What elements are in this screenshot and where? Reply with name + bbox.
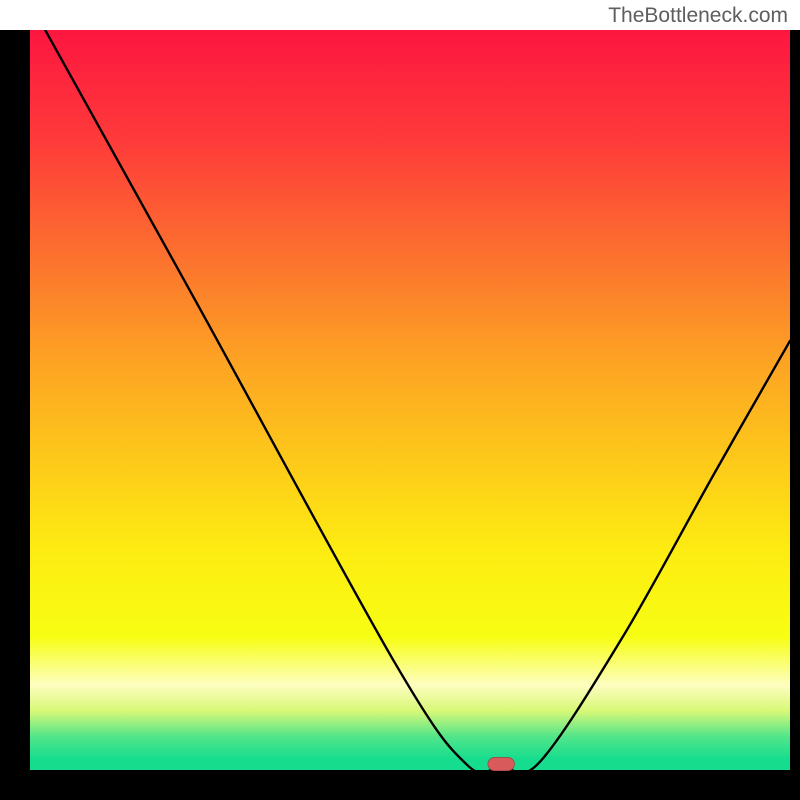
optimal-point-marker — [488, 757, 515, 770]
watermark-text: TheBottleneck.com — [608, 4, 788, 28]
bottleneck-chart — [0, 30, 800, 800]
chart-svg — [0, 30, 800, 800]
gradient-background — [30, 30, 790, 770]
